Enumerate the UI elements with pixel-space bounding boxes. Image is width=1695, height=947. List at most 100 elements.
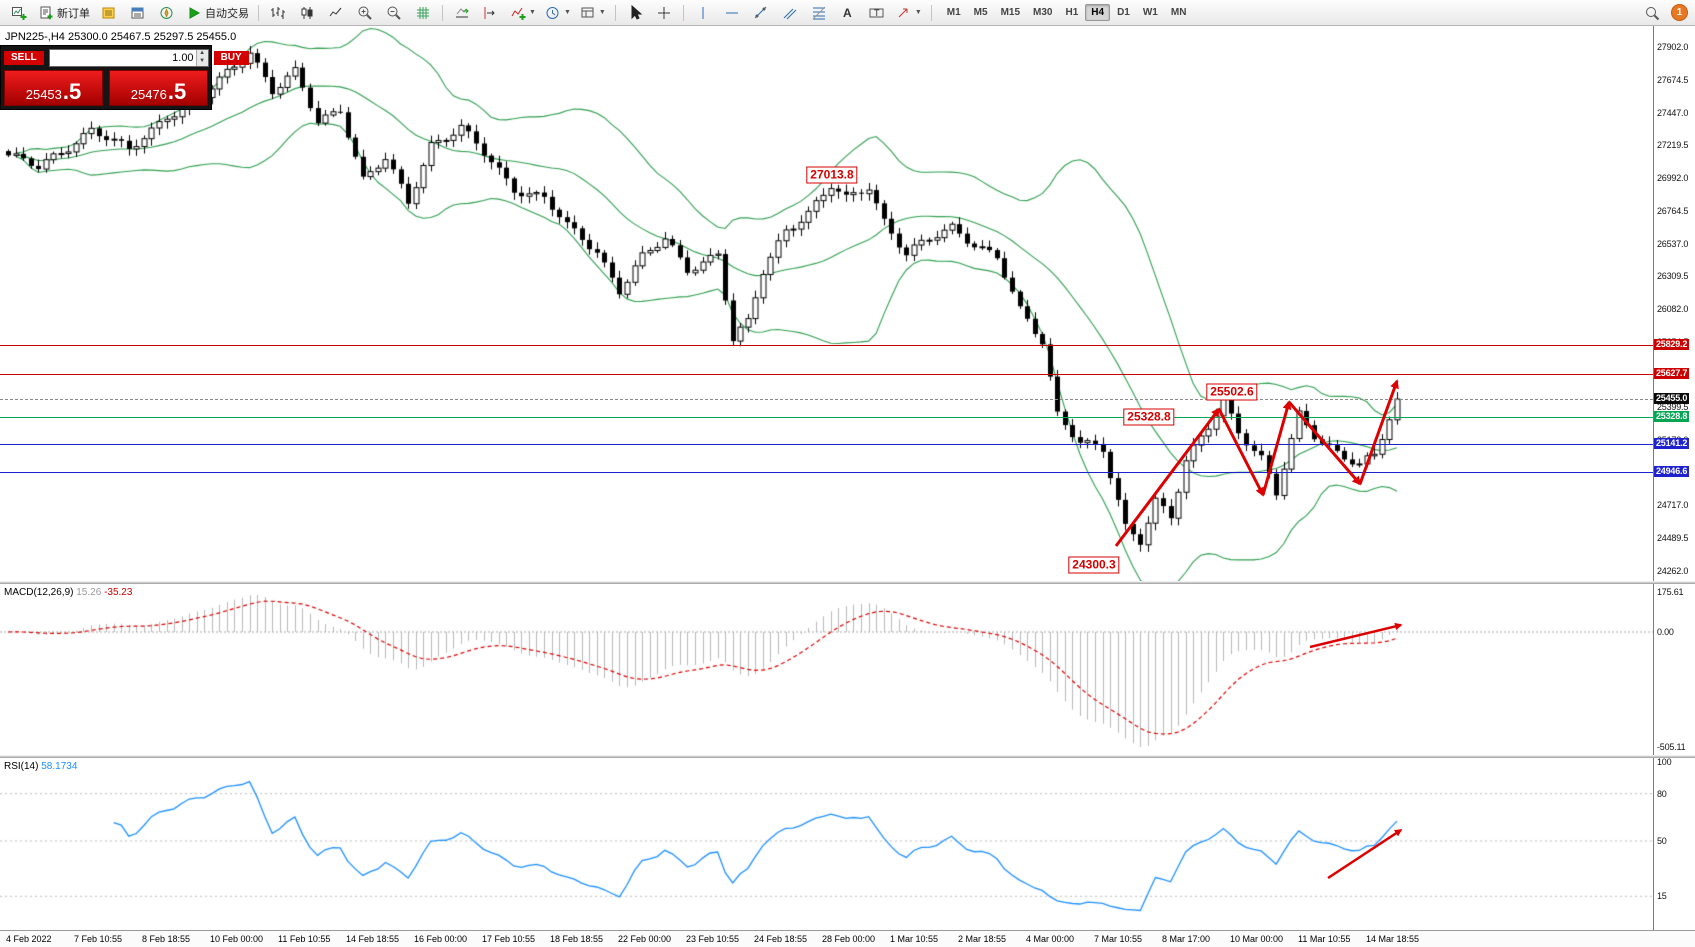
rsi-panel-canvas[interactable] bbox=[0, 758, 1653, 930]
auto-scroll-button[interactable] bbox=[448, 2, 476, 24]
timeframe-m30[interactable]: M30 bbox=[1033, 7, 1053, 18]
market-watch-button[interactable] bbox=[95, 2, 123, 24]
toolbar-separator bbox=[258, 4, 259, 21]
channel-button[interactable] bbox=[776, 2, 804, 24]
price-axis-tag: 25829.2 bbox=[1654, 339, 1690, 351]
sell-chip[interactable]: SELL bbox=[4, 51, 44, 65]
time-axis-label: 4 Feb 2022 bbox=[6, 934, 52, 944]
new-chart-button[interactable] bbox=[5, 2, 33, 24]
text-label-button[interactable]: T bbox=[863, 2, 891, 24]
time-axis-label: 8 Feb 18:55 bbox=[142, 934, 191, 944]
timeframe-m15[interactable]: M15 bbox=[1000, 7, 1021, 18]
timeframe-h4[interactable]: H4 bbox=[1085, 4, 1111, 21]
macd-panel-canvas[interactable] bbox=[0, 584, 1653, 755]
time-axis-label: 14 Mar 18:55 bbox=[1366, 934, 1420, 944]
data-window-button[interactable] bbox=[124, 2, 152, 24]
crosshair-button[interactable] bbox=[650, 2, 678, 24]
buy-chip[interactable]: BUY bbox=[213, 51, 249, 65]
fibonacci-button[interactable] bbox=[805, 2, 833, 24]
periods-button[interactable]: ▼ bbox=[541, 2, 575, 24]
rsi-axis-label: 50 bbox=[1657, 836, 1667, 846]
time-axis-label: 28 Feb 00:00 bbox=[822, 934, 876, 944]
time-axis-label: 7 Feb 10:55 bbox=[74, 934, 123, 944]
price-axis-tag: 25328.8 bbox=[1654, 411, 1690, 423]
time-axis-label: 18 Feb 18:55 bbox=[550, 934, 604, 944]
fibonacci-icon bbox=[812, 6, 826, 19]
horizontal-line-object[interactable] bbox=[0, 374, 1653, 376]
autotrade-play-icon bbox=[189, 6, 201, 19]
panel-splitter[interactable] bbox=[0, 755, 1695, 758]
market-watch-icon bbox=[102, 7, 115, 18]
sell-price: 25453 bbox=[25, 86, 62, 102]
grid-button[interactable] bbox=[409, 2, 437, 24]
timeframe-w1[interactable]: W1 bbox=[1142, 7, 1158, 18]
horizontal-line-object[interactable] bbox=[0, 444, 1653, 446]
autotrade-button[interactable]: 自动交易 bbox=[182, 2, 253, 24]
volume-up-icon[interactable]: ▲ bbox=[196, 50, 208, 58]
time-axis-label: 17 Feb 10:55 bbox=[482, 934, 536, 944]
zoom-out-button[interactable] bbox=[380, 2, 408, 24]
text-tool-button[interactable]: A bbox=[834, 2, 862, 24]
rsi-axis-label: 100 bbox=[1657, 757, 1672, 767]
time-axis-label: 10 Feb 00:00 bbox=[210, 934, 264, 944]
price-annotation-flag[interactable]: 27013.8 bbox=[806, 166, 858, 184]
panel-splitter[interactable] bbox=[0, 581, 1695, 584]
price-axis[interactable]: 27902.0 27674.5 27447.0 27219.5 26992.0 26764… bbox=[1653, 26, 1695, 930]
macd-name: MACD(12,26,9) bbox=[4, 587, 74, 598]
chart-shift-button[interactable] bbox=[477, 2, 505, 24]
price-axis-tag: 25455.0 bbox=[1654, 393, 1690, 405]
time-axis[interactable]: 4 Feb 2022 7 Feb 10:55 8 Feb 18:55 10 Feb 0… bbox=[0, 930, 1695, 947]
rsi-name: RSI(14) bbox=[4, 761, 39, 772]
timeframe-mn[interactable]: MN bbox=[1170, 7, 1187, 18]
notification-badge[interactable]: 1 bbox=[1671, 4, 1688, 21]
timeframe-m5[interactable]: M5 bbox=[973, 7, 988, 18]
search-button[interactable] bbox=[1638, 2, 1666, 24]
navigator-button[interactable] bbox=[153, 2, 181, 24]
candlestick-chart-button[interactable] bbox=[293, 2, 321, 24]
main-chart-canvas[interactable] bbox=[0, 26, 1653, 581]
toolbar-separator bbox=[930, 4, 932, 21]
arrows-tool-button[interactable]: ▼ bbox=[892, 2, 926, 24]
line-chart-icon bbox=[329, 7, 342, 16]
horizontal-line-object[interactable] bbox=[0, 472, 1653, 474]
rsi-axis-label: 15 bbox=[1657, 891, 1667, 902]
macd-indicator-label: MACD(12,26,9) 15.26 -35.23 bbox=[4, 587, 132, 598]
bar-chart-button[interactable] bbox=[264, 2, 292, 24]
indicators-button[interactable]: ▼ bbox=[506, 2, 540, 24]
zoom-out-icon bbox=[387, 6, 401, 20]
trendline-button[interactable] bbox=[747, 2, 775, 24]
price-annotation-flag[interactable]: 25502.6 bbox=[1206, 383, 1258, 401]
horizontal-line-button[interactable] bbox=[718, 2, 746, 24]
price-axis-tag: 24946.6 bbox=[1654, 466, 1690, 478]
buy-price-pips: .5 bbox=[167, 79, 187, 105]
cursor-button[interactable] bbox=[621, 2, 649, 24]
volume-down-icon[interactable]: ▼ bbox=[196, 58, 208, 66]
line-chart-button[interactable] bbox=[322, 2, 350, 24]
volume-box: ▲ ▼ bbox=[48, 49, 209, 67]
macd-axis-label: 175.61 bbox=[1657, 587, 1684, 597]
price-annotation-flag[interactable]: 24300.3 bbox=[1068, 556, 1120, 574]
time-axis-label: 16 Feb 00:00 bbox=[414, 934, 468, 944]
volume-input[interactable] bbox=[49, 50, 196, 66]
buy-button[interactable]: 25476 .5 bbox=[109, 70, 208, 106]
timeframe-d1[interactable]: D1 bbox=[1117, 7, 1130, 18]
templates-button[interactable]: ▼ bbox=[576, 2, 610, 24]
navigator-icon bbox=[160, 6, 173, 19]
grid-icon bbox=[417, 6, 429, 19]
price-axis-label: 26537.0 bbox=[1657, 238, 1689, 249]
bar-chart-icon bbox=[271, 6, 285, 19]
new-order-label: 新订单 bbox=[57, 7, 90, 20]
sell-button[interactable]: 25453 .5 bbox=[4, 70, 103, 106]
templates-icon bbox=[581, 7, 594, 17]
time-axis-label: 24 Feb 18:55 bbox=[754, 934, 808, 944]
new-order-button[interactable]: 新订单 bbox=[34, 2, 94, 24]
zoom-in-button[interactable] bbox=[351, 2, 379, 24]
toolbar-right-group: 1 bbox=[1638, 2, 1690, 24]
timeframe-h1[interactable]: H1 bbox=[1065, 7, 1079, 18]
time-axis-label: 7 Mar 10:55 bbox=[1094, 934, 1143, 944]
price-annotation-flag[interactable]: 25328.8 bbox=[1123, 408, 1175, 426]
horizontal-line-object[interactable] bbox=[0, 345, 1653, 347]
timeframe-m1[interactable]: M1 bbox=[946, 7, 961, 18]
vertical-line-button[interactable] bbox=[689, 2, 717, 24]
horizontal-line-object[interactable] bbox=[0, 417, 1653, 419]
